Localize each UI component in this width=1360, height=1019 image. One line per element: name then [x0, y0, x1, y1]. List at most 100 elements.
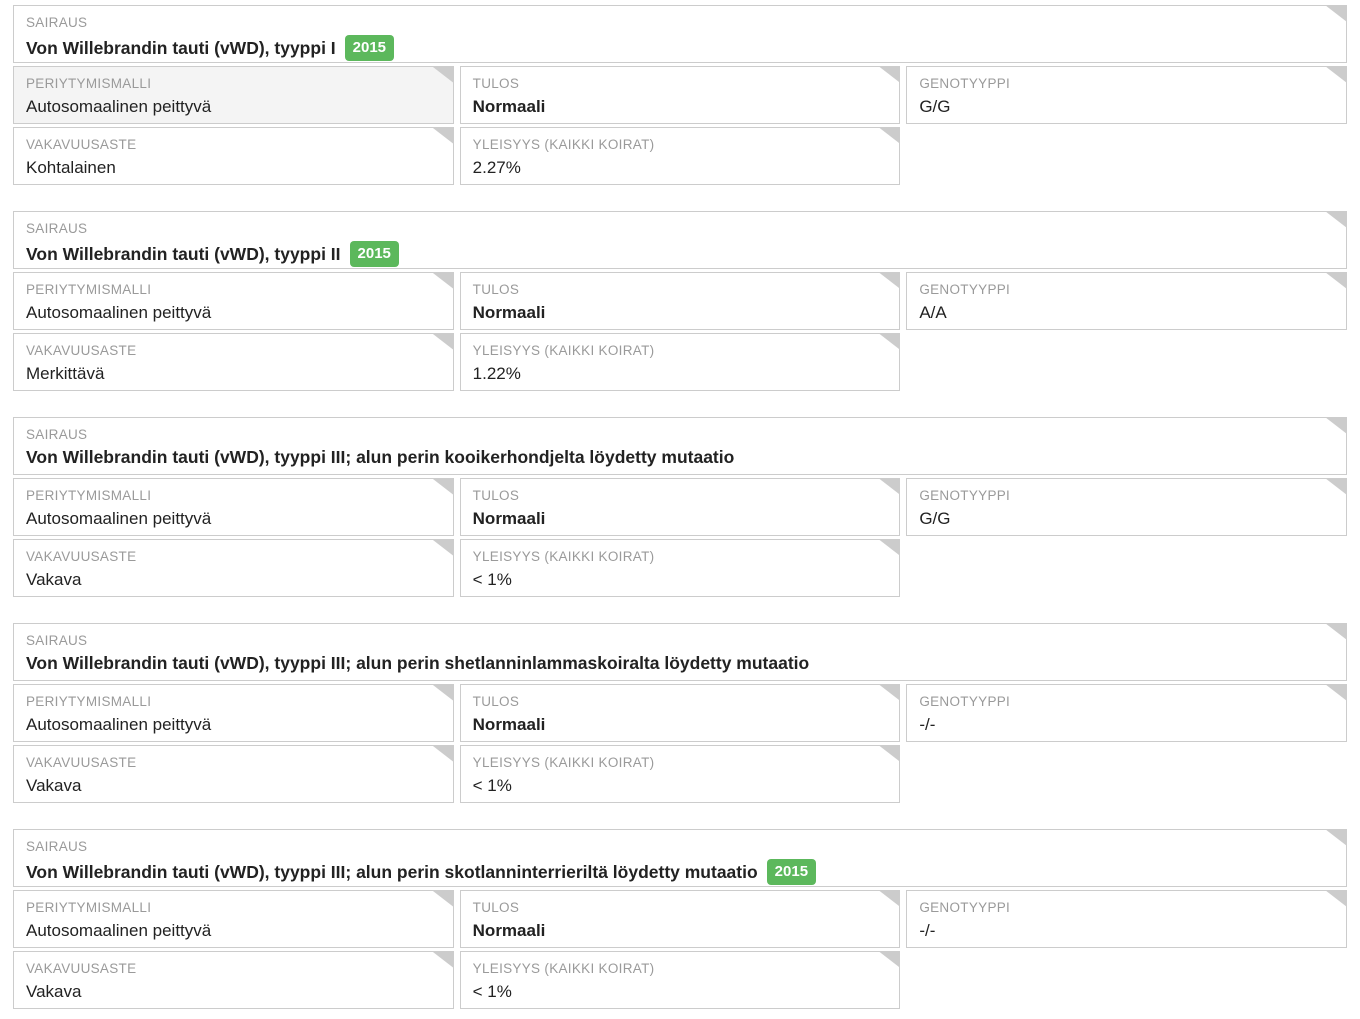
result-label: TULOS	[472, 76, 520, 91]
result-cell[interactable]: TULOS Normaali	[459, 684, 901, 742]
severity-cell[interactable]: VAKAVUUSASTE Vakava	[13, 745, 454, 803]
inheritance-value: Autosomaalinen peittyvä	[26, 303, 212, 322]
disease-title-row: Von Willebrandin tauti (vWD), tyyppi II …	[26, 241, 1334, 267]
genotype-value: A/A	[919, 303, 947, 322]
disease-name: Von Willebrandin tauti (vWD), tyyppi I	[26, 37, 336, 58]
inheritance-cell[interactable]: PERIYTYMISMALLI Autosomaalinen peittyvä	[13, 478, 454, 536]
result-value: Normaali	[472, 303, 546, 322]
result-label: TULOS	[472, 282, 520, 297]
severity-label: VAKAVUUSASTE	[26, 755, 137, 770]
frequency-value: < 1%	[472, 570, 512, 589]
severity-label: VAKAVUUSASTE	[26, 549, 137, 564]
frequency-value: < 1%	[472, 982, 512, 1001]
severity-value: Vakava	[26, 982, 82, 1001]
disease-cell[interactable]: SAIRAUS Von Willebrandin tauti (vWD), ty…	[13, 211, 1347, 269]
result-cell[interactable]: TULOS Normaali	[459, 66, 901, 124]
inheritance-label: PERIYTYMISMALLI	[26, 900, 152, 915]
test-result-card-2: SAIRAUS Von Willebrandin tauti (vWD), ty…	[13, 211, 1347, 391]
severity-label: VAKAVUUSASTE	[26, 343, 137, 358]
frequency-cell[interactable]: YLEISYYS (KAIKKI KOIRAT) 1.22%	[459, 333, 901, 391]
genotype-cell[interactable]: GENOTYYPPI G/G	[906, 478, 1347, 536]
genotype-label: GENOTYYPPI	[919, 488, 1011, 503]
genotype-label: GENOTYYPPI	[919, 76, 1011, 91]
disease-label: SAIRAUS	[26, 221, 88, 236]
result-value: Normaali	[472, 509, 546, 528]
disease-label: SAIRAUS	[26, 427, 88, 442]
genotype-cell[interactable]: GENOTYYPPI A/A	[906, 272, 1347, 330]
disease-label: SAIRAUS	[26, 839, 88, 854]
frequency-label: YLEISYYS (KAIKKI KOIRAT)	[472, 549, 655, 564]
inheritance-cell[interactable]: PERIYTYMISMALLI Autosomaalinen peittyvä	[13, 272, 454, 330]
result-value: Normaali	[472, 715, 546, 734]
genotype-value: -/-	[919, 715, 936, 734]
severity-cell[interactable]: VAKAVUUSASTE Kohtalainen	[13, 127, 454, 185]
inheritance-value: Autosomaalinen peittyvä	[26, 921, 212, 940]
severity-cell[interactable]: VAKAVUUSASTE Vakava	[13, 539, 454, 597]
severity-value: Vakava	[26, 570, 82, 589]
disease-name: Von Willebrandin tauti (vWD), tyyppi III…	[26, 861, 758, 882]
disease-title-row: Von Willebrandin tauti (vWD), tyyppi I 2…	[26, 35, 1334, 61]
year-badge: 2015	[349, 241, 399, 267]
test-result-card-1: SAIRAUS Von Willebrandin tauti (vWD), ty…	[13, 5, 1347, 185]
severity-label: VAKAVUUSASTE	[26, 961, 137, 976]
disease-cell[interactable]: SAIRAUS Von Willebrandin tauti (vWD), ty…	[13, 417, 1347, 475]
genotype-value: G/G	[919, 97, 951, 116]
genotype-cell[interactable]: GENOTYYPPI -/-	[906, 890, 1347, 948]
frequency-cell[interactable]: YLEISYYS (KAIKKI KOIRAT) 2.27%	[459, 127, 901, 185]
severity-value: Kohtalainen	[26, 158, 116, 177]
inheritance-cell[interactable]: PERIYTYMISMALLI Autosomaalinen peittyvä	[13, 66, 454, 124]
inheritance-label: PERIYTYMISMALLI	[26, 488, 152, 503]
year-badge: 2015	[766, 859, 817, 885]
inheritance-label: PERIYTYMISMALLI	[26, 282, 152, 297]
test-result-card-5: SAIRAUS Von Willebrandin tauti (vWD), ty…	[13, 829, 1347, 1009]
result-label: TULOS	[472, 900, 520, 915]
result-value: Normaali	[472, 921, 546, 940]
genotype-label: GENOTYYPPI	[919, 282, 1011, 297]
disease-cell[interactable]: SAIRAUS Von Willebrandin tauti (vWD), ty…	[13, 623, 1347, 681]
disease-name: Von Willebrandin tauti (vWD), tyyppi II	[26, 243, 341, 264]
frequency-label: YLEISYYS (KAIKKI KOIRAT)	[472, 137, 655, 152]
genotype-label: GENOTYYPPI	[919, 694, 1011, 709]
result-value: Normaali	[472, 97, 546, 116]
genotype-value: G/G	[919, 509, 951, 528]
frequency-value: < 1%	[472, 776, 512, 795]
severity-label: VAKAVUUSASTE	[26, 137, 137, 152]
frequency-value: 1.22%	[472, 364, 521, 383]
severity-cell[interactable]: VAKAVUUSASTE Vakava	[13, 951, 454, 1009]
frequency-cell[interactable]: YLEISYYS (KAIKKI KOIRAT) < 1%	[459, 951, 901, 1009]
frequency-label: YLEISYYS (KAIKKI KOIRAT)	[472, 961, 655, 976]
disease-label: SAIRAUS	[26, 633, 88, 648]
result-cell[interactable]: TULOS Normaali	[459, 890, 901, 948]
genotype-value: -/-	[919, 921, 936, 940]
genotype-cell[interactable]: GENOTYYPPI -/-	[906, 684, 1347, 742]
disease-cell[interactable]: SAIRAUS Von Willebrandin tauti (vWD), ty…	[13, 5, 1347, 63]
inheritance-cell[interactable]: PERIYTYMISMALLI Autosomaalinen peittyvä	[13, 890, 454, 948]
test-result-card-3: SAIRAUS Von Willebrandin tauti (vWD), ty…	[13, 417, 1347, 597]
disease-cell[interactable]: SAIRAUS Von Willebrandin tauti (vWD), ty…	[13, 829, 1347, 887]
result-cell[interactable]: TULOS Normaali	[459, 272, 901, 330]
inheritance-cell[interactable]: PERIYTYMISMALLI Autosomaalinen peittyvä	[13, 684, 454, 742]
disease-title-row: Von Willebrandin tauti (vWD), tyyppi III…	[26, 859, 1334, 885]
frequency-cell[interactable]: YLEISYYS (KAIKKI KOIRAT) < 1%	[459, 745, 901, 803]
severity-value: Merkittävä	[26, 364, 105, 383]
genotype-label: GENOTYYPPI	[919, 900, 1011, 915]
disease-label: SAIRAUS	[26, 15, 88, 30]
result-label: TULOS	[472, 488, 520, 503]
result-label: TULOS	[472, 694, 520, 709]
inheritance-value: Autosomaalinen peittyvä	[26, 509, 212, 528]
test-result-card-4: SAIRAUS Von Willebrandin tauti (vWD), ty…	[13, 623, 1347, 803]
inheritance-label: PERIYTYMISMALLI	[26, 694, 152, 709]
disease-title-row: Von Willebrandin tauti (vWD), tyyppi III…	[26, 447, 1334, 468]
genotype-cell[interactable]: GENOTYYPPI G/G	[906, 66, 1347, 124]
year-badge: 2015	[344, 35, 395, 61]
inheritance-label: PERIYTYMISMALLI	[26, 76, 152, 91]
result-cell[interactable]: TULOS Normaali	[459, 478, 901, 536]
frequency-cell[interactable]: YLEISYYS (KAIKKI KOIRAT) < 1%	[459, 539, 901, 597]
disease-name: Von Willebrandin tauti (vWD), tyyppi III…	[26, 653, 810, 673]
disease-name: Von Willebrandin tauti (vWD), tyyppi III…	[26, 447, 735, 467]
frequency-value: 2.27%	[472, 158, 521, 177]
severity-cell[interactable]: VAKAVUUSASTE Merkittävä	[13, 333, 454, 391]
severity-value: Vakava	[26, 776, 82, 795]
inheritance-value: Autosomaalinen peittyvä	[26, 97, 212, 116]
